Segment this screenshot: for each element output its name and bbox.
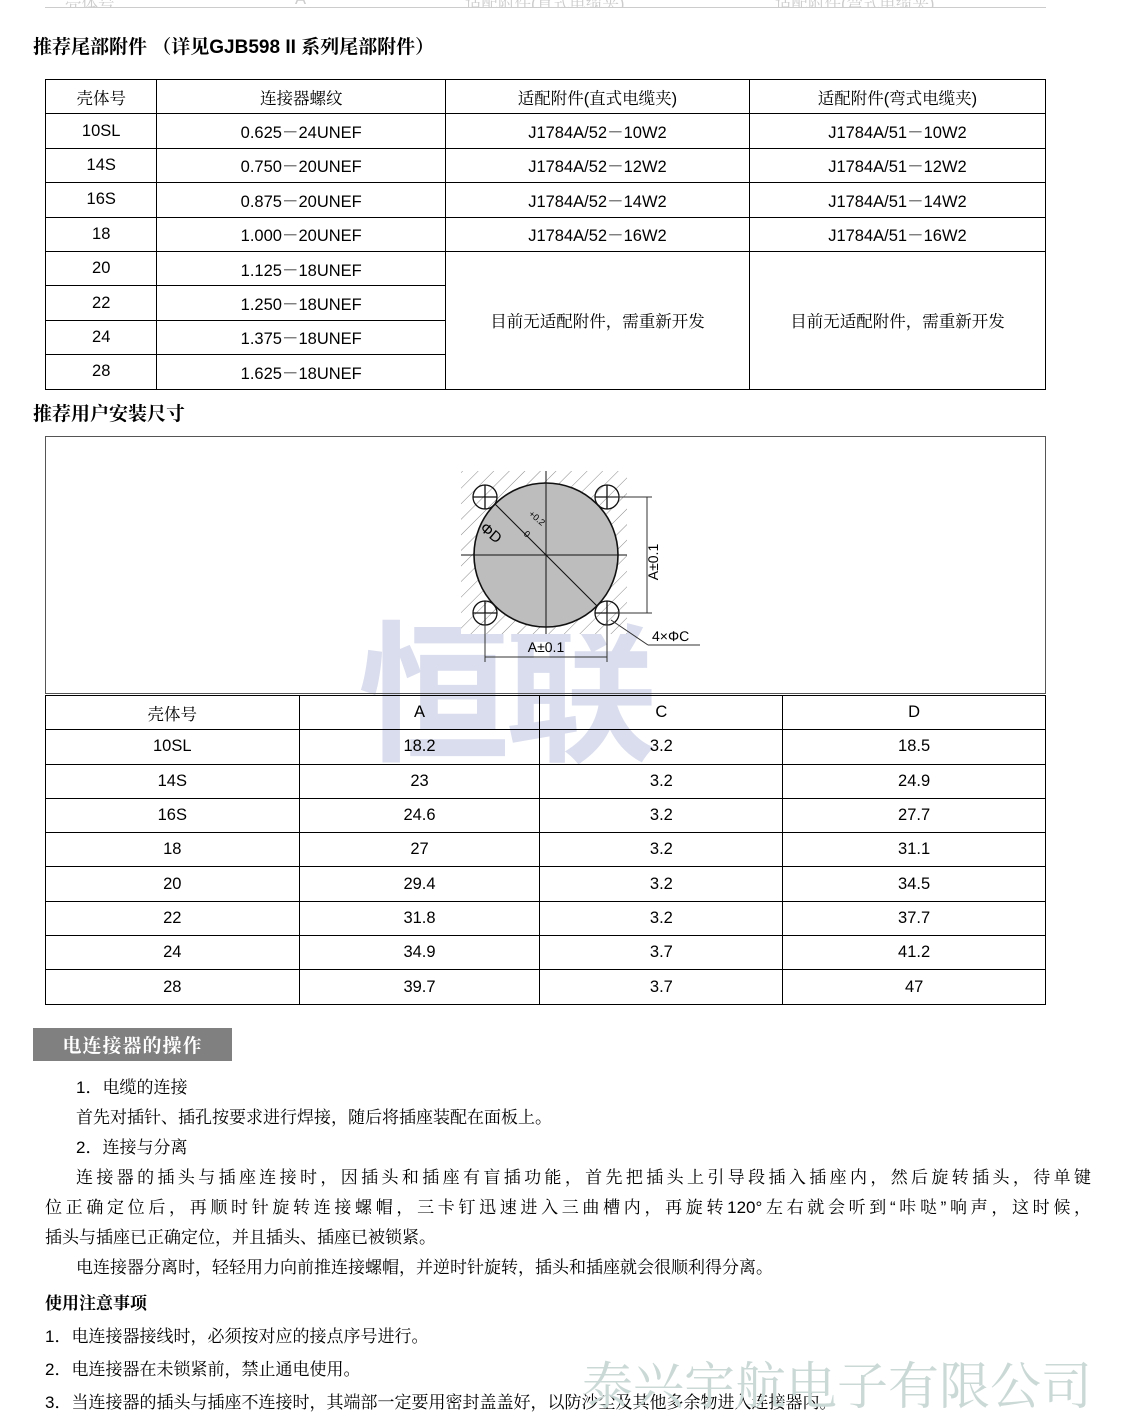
svg-text:A±0.1: A±0.1 [528, 639, 565, 655]
svg-text:A±0.1: A±0.1 [645, 544, 661, 581]
svg-text:4×ΦC: 4×ΦC [652, 628, 689, 644]
